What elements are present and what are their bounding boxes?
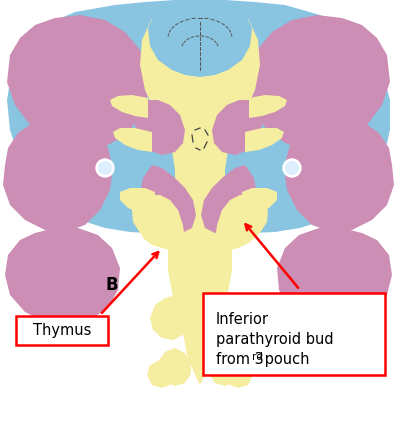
Text: from 3: from 3 bbox=[216, 352, 264, 367]
FancyBboxPatch shape bbox=[16, 316, 108, 345]
Polygon shape bbox=[150, 3, 250, 370]
Polygon shape bbox=[226, 360, 253, 388]
Polygon shape bbox=[113, 128, 152, 152]
Polygon shape bbox=[7, 15, 148, 150]
Polygon shape bbox=[3, 118, 113, 232]
Polygon shape bbox=[201, 165, 257, 233]
Polygon shape bbox=[209, 348, 242, 386]
Polygon shape bbox=[225, 213, 257, 248]
Polygon shape bbox=[158, 348, 191, 386]
Polygon shape bbox=[5, 228, 120, 325]
Polygon shape bbox=[183, 232, 217, 385]
Circle shape bbox=[96, 159, 114, 177]
Text: Inferior: Inferior bbox=[216, 312, 269, 327]
Polygon shape bbox=[140, 213, 172, 248]
Text: rd: rd bbox=[252, 352, 263, 362]
Polygon shape bbox=[212, 100, 262, 155]
Polygon shape bbox=[212, 295, 250, 340]
Polygon shape bbox=[249, 95, 287, 118]
Polygon shape bbox=[277, 228, 392, 325]
Text: B: B bbox=[106, 276, 118, 294]
Polygon shape bbox=[215, 195, 268, 255]
Polygon shape bbox=[120, 188, 155, 215]
Polygon shape bbox=[140, 165, 196, 233]
Text: pouch: pouch bbox=[260, 352, 310, 367]
Polygon shape bbox=[150, 295, 188, 340]
Polygon shape bbox=[147, 360, 174, 388]
Polygon shape bbox=[110, 95, 148, 118]
FancyBboxPatch shape bbox=[203, 293, 385, 375]
Text: parathyroid bud: parathyroid bud bbox=[216, 332, 333, 347]
Polygon shape bbox=[245, 128, 284, 152]
Polygon shape bbox=[7, 0, 390, 233]
Polygon shape bbox=[148, 0, 252, 77]
Polygon shape bbox=[284, 118, 394, 232]
Circle shape bbox=[285, 161, 299, 175]
Polygon shape bbox=[132, 195, 185, 255]
Polygon shape bbox=[249, 15, 390, 150]
Circle shape bbox=[283, 159, 301, 177]
Circle shape bbox=[98, 161, 112, 175]
Polygon shape bbox=[140, 1, 260, 382]
Text: Thymus: Thymus bbox=[33, 323, 91, 337]
Polygon shape bbox=[135, 100, 185, 155]
Polygon shape bbox=[242, 188, 277, 215]
